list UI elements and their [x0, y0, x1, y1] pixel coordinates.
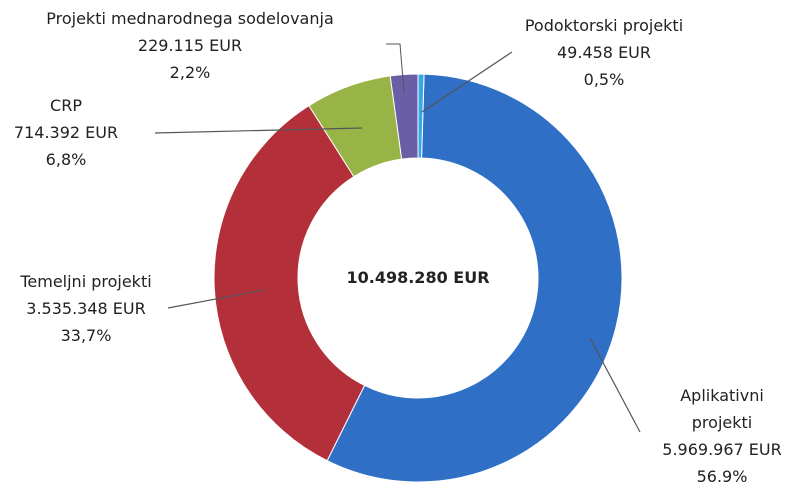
slice-label: Podoktorski projekti 49.458 EUR 0,5%	[525, 12, 683, 93]
value-label: 49.458 EUR	[556, 43, 652, 62]
leader-line	[421, 51, 513, 113]
donut-slice	[417, 73, 425, 159]
percent-label: 33,7%	[60, 326, 112, 345]
slice-label: CRP 714.392 EUR 6,8%	[14, 92, 118, 173]
category-name: Podoktorski projekti	[524, 16, 684, 35]
donut-slice	[326, 73, 623, 483]
slice-label: Projekti mednarodnega sodelovanja 229.115…	[46, 5, 334, 86]
slice-label: Aplikativni projekti 5.969.967 EUR 56.9%	[662, 382, 782, 483]
percent-label: 0,5%	[583, 70, 625, 89]
category-name: CRP	[50, 96, 82, 115]
value-label: 229.115 EUR	[137, 36, 243, 55]
leader-line	[154, 127, 363, 134]
leader-line	[589, 337, 641, 433]
value-label: 3.535.348 EUR	[26, 299, 146, 318]
value-label: 5.969.967 EUR	[662, 440, 782, 459]
center-label: 10.498.280 EUR	[346, 268, 490, 287]
slice-label: Temeljni projekti 3.535.348 EUR 33,7%	[20, 268, 151, 349]
category-name: Projekti mednarodnega sodelovanja	[46, 9, 334, 28]
percent-label: 6,8%	[45, 150, 87, 169]
leader-line	[386, 43, 405, 93]
donut-slice	[213, 104, 366, 462]
category-name: Aplikativni projekti	[680, 386, 764, 432]
leader-line	[167, 289, 265, 309]
percent-label: 56.9%	[696, 467, 748, 483]
value-label: 714.392 EUR	[13, 123, 119, 142]
category-name: Temeljni projekti	[20, 272, 152, 291]
percent-label: 2,2%	[169, 63, 211, 82]
donut-slice	[308, 75, 403, 178]
